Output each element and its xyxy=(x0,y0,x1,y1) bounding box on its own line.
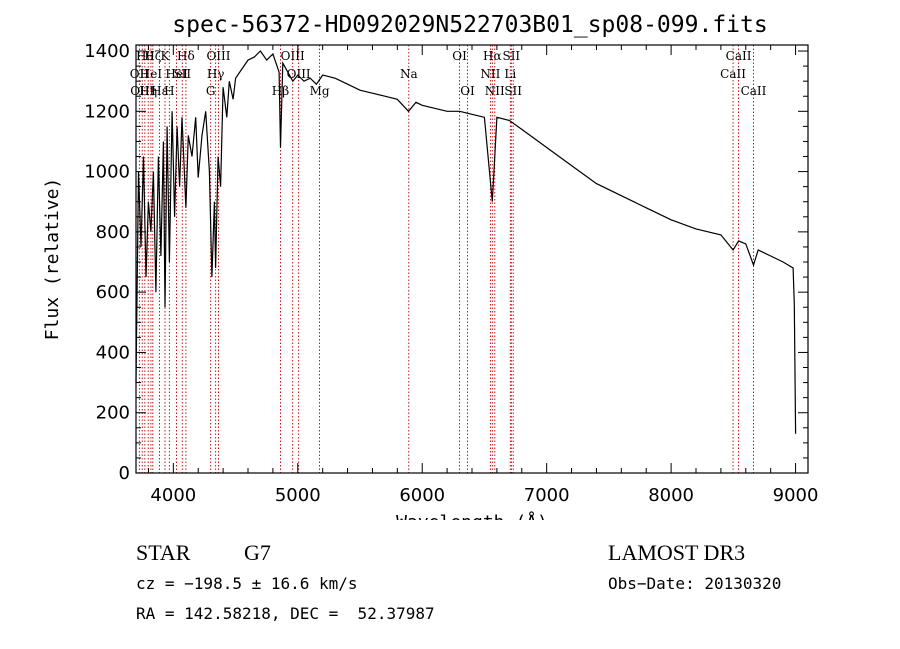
line-label: OI xyxy=(452,49,467,63)
observation-date: Obs−Date: 20130320 xyxy=(608,574,782,593)
plot-frame xyxy=(135,44,809,474)
coordinates: RA = 142.58218, DEC = 52.37987 xyxy=(136,604,435,623)
line-label: Hβ xyxy=(272,84,289,98)
spectrum-chart: spec-56372-HD092029N522703B01_sp08-099.f… xyxy=(42,12,819,520)
line-label: Hδ xyxy=(177,49,195,63)
emission-line-markers xyxy=(138,45,754,473)
line-label: Hζ xyxy=(144,49,161,63)
line-label: OIII xyxy=(287,67,311,81)
line-label: Hγ xyxy=(207,67,225,81)
y-axis-label: Flux (relative) xyxy=(42,178,63,341)
line-label: Hθ xyxy=(136,49,154,63)
line-label: G xyxy=(206,84,216,98)
y-tick-label: 200 xyxy=(96,403,130,424)
line-label: NII xyxy=(480,67,500,81)
y-tick-label: 1200 xyxy=(84,101,130,122)
line-label: Mg xyxy=(310,84,330,98)
line-label: Na xyxy=(400,67,418,81)
emission-line-labels: OIIOIIIHθHηHeIHζHεKHHeISIIHδGHγOIIIHβOII… xyxy=(130,49,767,98)
y-tick-label: 0 xyxy=(119,463,130,484)
x-tick-label: 4000 xyxy=(150,485,196,506)
line-label: OIII xyxy=(281,49,305,63)
line-label: CaII xyxy=(741,84,767,98)
spectrum-line xyxy=(135,50,797,434)
y-tick-label: 400 xyxy=(96,342,130,363)
x-axis-label: Wavelength (Å) xyxy=(396,511,548,520)
x-tick-label: 7000 xyxy=(524,485,570,506)
line-label: CaII xyxy=(720,67,746,81)
survey-name: LAMOST DR3 xyxy=(608,540,746,565)
line-label: Hα xyxy=(483,49,502,63)
x-tick-label: 6000 xyxy=(399,485,445,506)
line-label: K xyxy=(161,49,171,63)
line-label: SII xyxy=(504,84,522,98)
x-axis-ticks: 4000 5000 6000 7000 8000 9000 xyxy=(147,45,819,506)
line-label: H xyxy=(164,84,174,98)
line-label: OI xyxy=(460,84,475,98)
object-class: STAR xyxy=(136,540,191,565)
x-tick-label: 9000 xyxy=(773,485,819,506)
line-label: Hε xyxy=(151,84,168,98)
y-tick-label: 1400 xyxy=(84,41,130,62)
x-tick-label: 5000 xyxy=(275,485,321,506)
line-label: HeI xyxy=(140,67,163,81)
object-subclass: G7 xyxy=(244,540,271,565)
y-tick-label: 800 xyxy=(96,222,130,243)
x-tick-label: 8000 xyxy=(648,485,694,506)
line-label: CaII xyxy=(726,49,752,63)
line-label: HeI xyxy=(165,67,188,81)
y-tick-label: 1000 xyxy=(84,162,130,183)
line-label: OII xyxy=(130,67,150,81)
y-tick-label: 600 xyxy=(96,282,130,303)
y-axis-ticks: 0 200 400 600 800 1000 1200 1400 xyxy=(84,41,808,484)
chart-title: spec-56372-HD092029N522703B01_sp08-099.f… xyxy=(172,12,767,38)
line-label: NII xyxy=(485,84,505,98)
line-label: SII xyxy=(502,49,520,63)
line-label: Hη xyxy=(139,84,157,98)
redshift-velocity: cz = −198.5 ± 16.6 km/s xyxy=(136,574,358,593)
line-label: Li xyxy=(504,67,516,81)
line-label: OIII xyxy=(206,49,230,63)
line-label: SII xyxy=(173,67,191,81)
